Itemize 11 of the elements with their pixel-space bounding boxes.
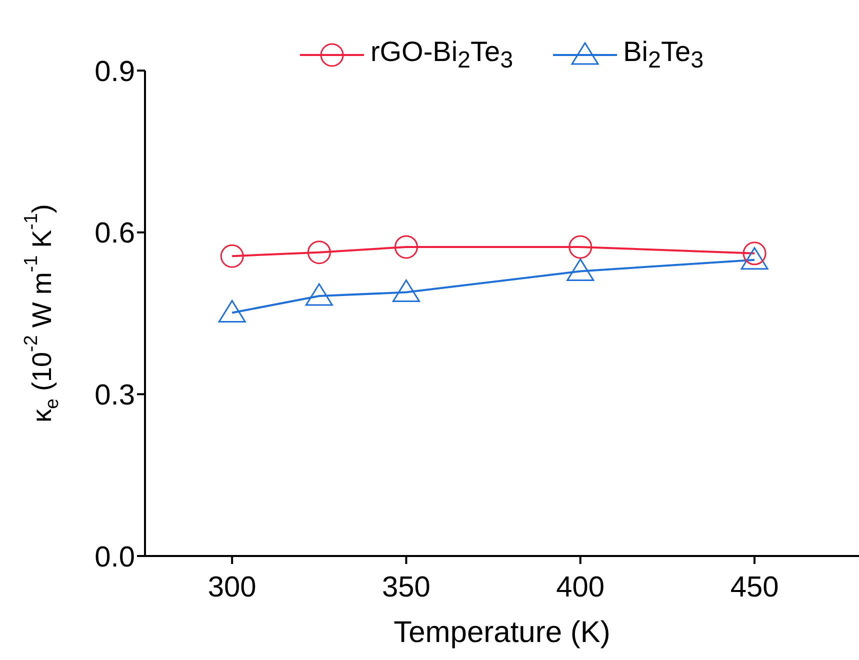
x-tick-label: 300: [208, 572, 256, 604]
legend-label: Bi$_{2}$Te$_{3}$: [623, 36, 704, 74]
x-tick-label: 350: [382, 572, 430, 604]
x-tick-label: 450: [730, 572, 779, 604]
legend-label: rGO-Bi$_{2}$Te$_{3}$: [370, 36, 514, 74]
y-tick-label: 0.9: [94, 56, 135, 88]
x-axis-title: Temperature (K): [394, 616, 610, 649]
x-tick-label: 400: [556, 572, 605, 604]
y-tick-label: 0.6: [94, 218, 135, 250]
y-tick-label: 0.0: [94, 541, 135, 574]
y-tick-label: 0.3: [94, 379, 135, 412]
